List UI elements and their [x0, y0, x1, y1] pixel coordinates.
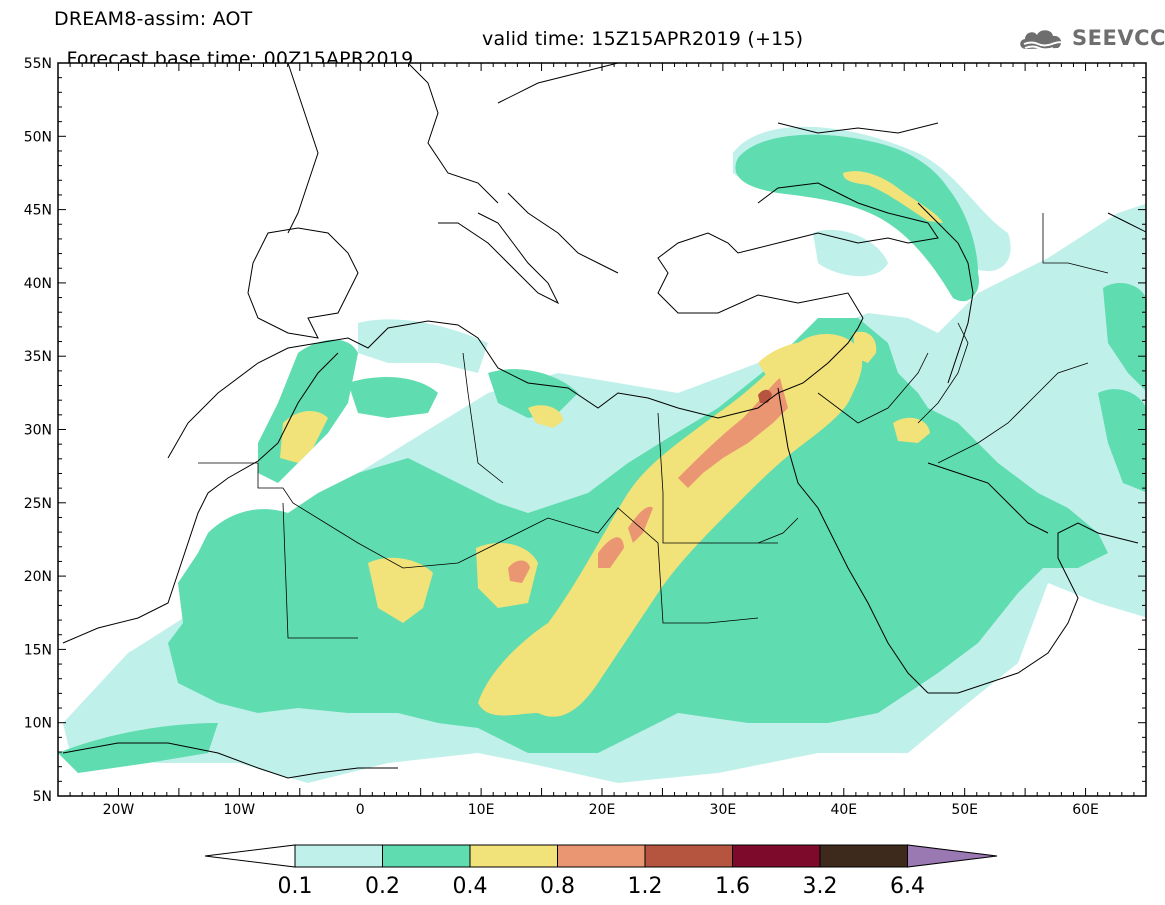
map-title: DREAM8-assim: AOT — [54, 8, 253, 30]
colorbar-label: 0.1 — [278, 874, 313, 899]
logo-text: SEEVCCC — [1072, 26, 1165, 50]
colorbar-under-arrow — [204, 844, 296, 868]
lat-label: 55N — [24, 56, 52, 72]
colorbar-bin — [732, 844, 821, 868]
aot-field — [58, 63, 1146, 796]
country-borders — [198, 213, 1109, 639]
valid-time-label: valid time: 15Z15APR2019 (+15) — [482, 28, 804, 50]
colorbar-label: 1.2 — [628, 874, 663, 899]
lon-label: 0 — [356, 802, 365, 818]
lat-label: 30N — [24, 423, 52, 439]
lat-label: 25N — [24, 496, 52, 512]
aot-level-0-4 — [280, 171, 943, 717]
lon-label: 50E — [951, 802, 978, 818]
lon-label: 20E — [589, 802, 616, 818]
lon-label: 10W — [223, 802, 255, 818]
colorbar-bin — [644, 844, 733, 868]
colorbar-label: 3.2 — [803, 874, 838, 899]
colorbar-bin — [819, 844, 908, 868]
seevccc-logo: SEEVCCC — [1016, 23, 1165, 55]
colorbar-label: 6.4 — [890, 874, 925, 899]
lat-label: 40N — [24, 276, 52, 292]
lon-label: 40E — [830, 802, 857, 818]
colorbar-bin — [557, 844, 646, 868]
lat-label: 5N — [33, 789, 52, 805]
colorbar-bin — [382, 844, 471, 868]
colorbar-label: 0.2 — [365, 874, 400, 899]
coastlines — [62, 63, 1146, 779]
colorbar-bin — [294, 844, 383, 868]
lon-label: 20W — [103, 802, 135, 818]
colorbar-label: 1.6 — [715, 874, 750, 899]
colorbar-label: 0.8 — [540, 874, 575, 899]
lat-label: 10N — [24, 716, 52, 732]
colorbar-bin — [469, 844, 558, 868]
lat-label: 15N — [24, 642, 52, 658]
lat-label: 50N — [24, 129, 52, 145]
colorbar: 0.1 0.2 0.4 0.8 1.2 1.6 3.2 6.4 — [204, 844, 998, 899]
lon-label: 60E — [1072, 802, 1099, 818]
aot-level-0-8 — [508, 378, 788, 583]
lat-label: 20N — [24, 569, 52, 585]
lon-label: 10E — [468, 802, 495, 818]
lat-label: 35N — [24, 349, 52, 365]
colorbar-over-arrow — [907, 844, 998, 868]
lon-label: 30E — [710, 802, 737, 818]
axis-ticks: 55N 50N 45N 40N 35N 30N 25N 20N 15N 10N 5N 20W 10W 0 1… — [24, 56, 1147, 818]
colorbar-label: 0.4 — [453, 874, 488, 899]
lat-label: 45N — [24, 203, 52, 219]
cloud-icon — [1020, 30, 1063, 51]
